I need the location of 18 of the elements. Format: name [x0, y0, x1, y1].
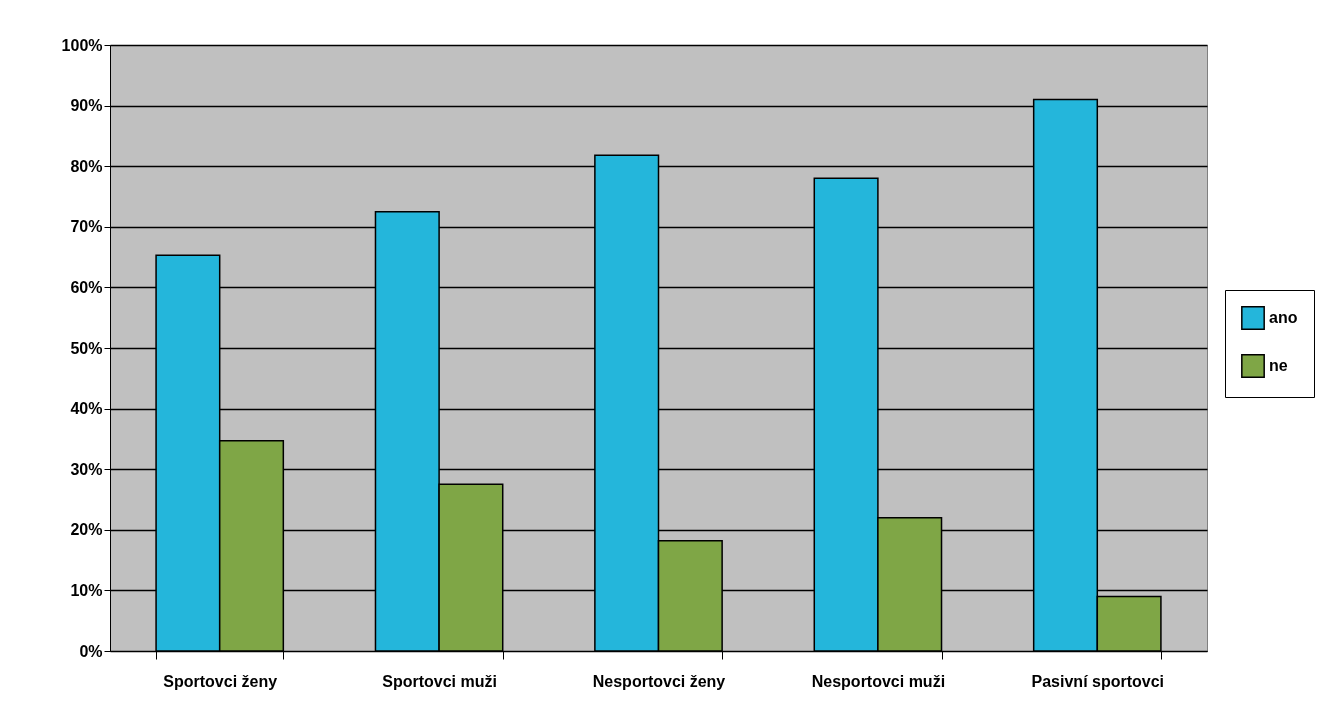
x-tick-label: Sportovci muži — [382, 672, 497, 690]
y-tick-label: 20% — [70, 521, 103, 539]
x-tick-label: Sportovci ženy — [163, 672, 278, 690]
y-tick-label: 10% — [70, 581, 103, 599]
x-tick-label: Nesportovci muži — [811, 672, 946, 690]
y-tick-label: 40% — [70, 400, 103, 418]
y-tick-label: 70% — [70, 218, 103, 236]
legend-label: ano — [1269, 309, 1298, 326]
legend-label: ne — [1269, 357, 1288, 374]
x-tick-label: Pasivní sportovci — [1031, 672, 1165, 690]
y-tick-label: 80% — [70, 157, 103, 175]
y-tick-label: 100% — [61, 36, 103, 54]
y-tick-label: 60% — [70, 278, 103, 296]
y-tick-label: 30% — [70, 460, 103, 478]
y-tick-label: 90% — [70, 97, 103, 115]
y-tick-label: 50% — [70, 339, 103, 357]
x-tick-label: Nesportovci ženy — [592, 672, 726, 690]
y-tick-label: 0% — [79, 642, 103, 660]
